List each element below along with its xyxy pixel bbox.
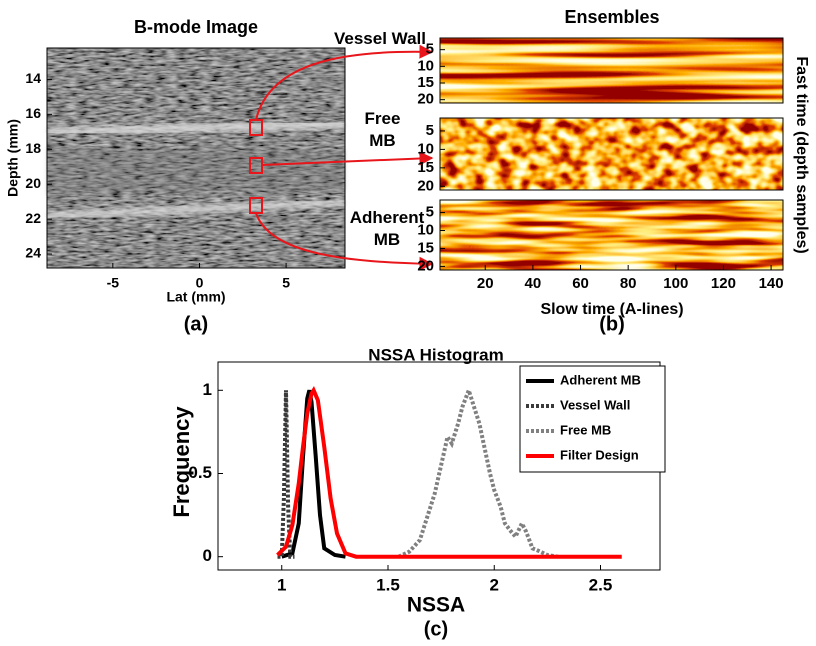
x-tick-label: 140 bbox=[759, 275, 784, 292]
y-tick-label: 10 bbox=[417, 57, 434, 74]
y-axis-label: Depth (mm) bbox=[5, 119, 21, 197]
heatmap-image bbox=[440, 200, 783, 270]
chart: B-mode Image Lat (mm) Depth (mm) (a) Ens… bbox=[0, 0, 816, 646]
figure: B-mode Image Lat (mm) Depth (mm) (a) Ens… bbox=[0, 0, 816, 646]
legend-label: Free MB bbox=[560, 422, 611, 437]
x-tick-label: 80 bbox=[620, 275, 637, 292]
bmode-image bbox=[47, 48, 345, 268]
x-axis-label: NSSA bbox=[407, 594, 465, 617]
x-tick-label: 20 bbox=[477, 275, 494, 292]
x-tick-label: 2.5 bbox=[589, 575, 613, 594]
y-tick-label: 15 bbox=[417, 74, 434, 91]
y-axis-label: Frequency bbox=[169, 406, 194, 518]
panel-title: Ensembles bbox=[564, 7, 659, 27]
y-tick-label: 22 bbox=[25, 210, 41, 226]
x-tick-label: 120 bbox=[711, 275, 736, 292]
x-tick-label: 60 bbox=[572, 275, 589, 292]
legend-label: Adherent MB bbox=[560, 372, 641, 387]
x-axis-label: Lat (mm) bbox=[166, 289, 225, 305]
y-tick-label: 18 bbox=[25, 140, 41, 156]
y-tick-label: 20 bbox=[25, 175, 41, 191]
y-tick-label: 16 bbox=[25, 105, 41, 121]
panel-caption: (b) bbox=[599, 313, 625, 335]
y-tick-label: 0.5 bbox=[188, 463, 212, 482]
y-tick-label: 5 bbox=[426, 122, 434, 139]
x-tick-label: 2 bbox=[490, 575, 499, 594]
x-tick-label: 1.5 bbox=[376, 575, 400, 594]
y-axis-label: Fast time (depth samples) bbox=[793, 56, 810, 253]
annotation: Vessel Wall bbox=[320, 28, 440, 50]
x-tick-label: 40 bbox=[525, 275, 542, 292]
x-tick-label: -5 bbox=[107, 275, 120, 291]
annotation: Adherent MB bbox=[343, 207, 431, 251]
panel-title: B-mode Image bbox=[134, 17, 258, 37]
y-tick-label: 14 bbox=[25, 70, 41, 86]
y-tick-label: 0 bbox=[203, 546, 212, 565]
y-tick-label: 20 bbox=[417, 177, 434, 194]
panel-caption: (c) bbox=[424, 618, 448, 640]
legend-label: Vessel Wall bbox=[560, 397, 630, 412]
x-tick-label: 1 bbox=[277, 575, 286, 594]
y-tick-label: 15 bbox=[417, 159, 434, 176]
heatmap-image bbox=[440, 38, 783, 103]
y-tick-label: 20 bbox=[417, 257, 434, 274]
x-tick-label: 0 bbox=[196, 275, 204, 291]
y-tick-label: 10 bbox=[417, 140, 434, 157]
annotation: Free MB bbox=[355, 108, 410, 152]
x-tick-label: 5 bbox=[282, 275, 290, 291]
heatmap-image bbox=[440, 118, 783, 190]
y-tick-label: 20 bbox=[417, 91, 434, 108]
legend-label: Filter Design bbox=[560, 447, 639, 462]
x-tick-label: 100 bbox=[663, 275, 688, 292]
panel-caption: (a) bbox=[184, 313, 208, 335]
y-tick-label: 24 bbox=[25, 245, 41, 261]
y-tick-label: 1 bbox=[203, 380, 212, 399]
